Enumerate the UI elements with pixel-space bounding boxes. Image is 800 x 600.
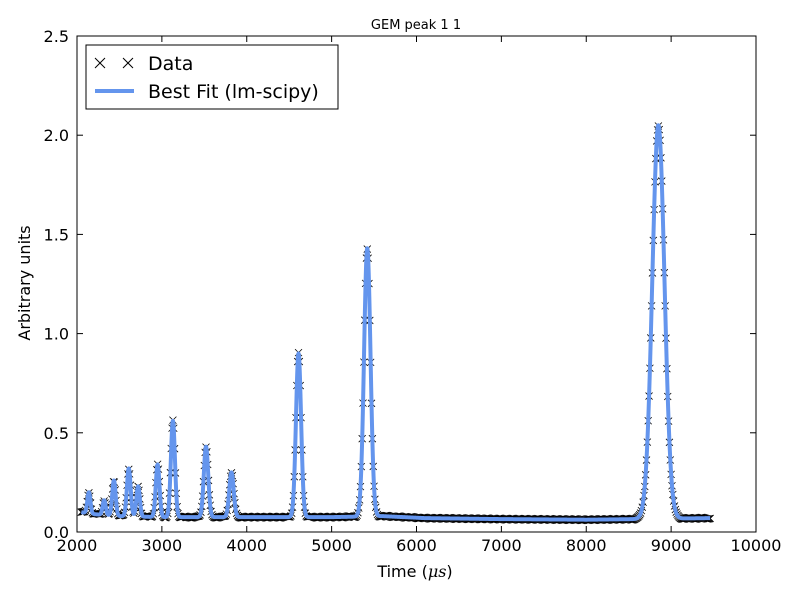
legend-label-data: Data [148,53,193,75]
x-tick-label: 2000 [57,536,98,555]
legend-box [85,44,339,110]
chart-title: GEM peak 1 1 [371,18,461,33]
x-axis-label: Time (μs) [376,562,452,581]
legend: Data Best Fit (lm-scipy) [85,44,339,110]
y-tick-label: 1.5 [44,225,69,244]
legend-data-marker [94,57,134,69]
x-tick-label: 10000 [731,536,782,555]
y-tick-label: 0.0 [44,523,69,542]
y-tick-label: 1.0 [44,325,69,344]
fit-line [79,123,712,522]
x-axis-label-prefix: Time ( [376,562,427,581]
y-tick-label: 2.5 [44,27,69,46]
x-axis-label-suffix: ) [446,562,452,581]
x-tick-label: 7000 [481,536,522,555]
y-tick-label: 0.5 [44,424,69,443]
y-tick-label: 2.0 [44,126,69,145]
x-tick-label: 3000 [142,536,183,555]
x-tick-label: 6000 [396,536,437,555]
x-tick-label: 9000 [651,536,692,555]
x-tick-label: 8000 [566,536,607,555]
y-axis-label: Arbitrary units [15,225,34,340]
x-axis-label-unit: μs [428,562,447,581]
axes: 2000 3000 4000 5000 6000 7000 8000 9000 10000 0.0… [44,27,782,555]
legend-label-fit: Best Fit (lm-scipy) [148,81,319,103]
x-tick-label: 5000 [311,536,352,555]
plot-area [77,122,714,525]
x-tick-label: 4000 [226,536,267,555]
